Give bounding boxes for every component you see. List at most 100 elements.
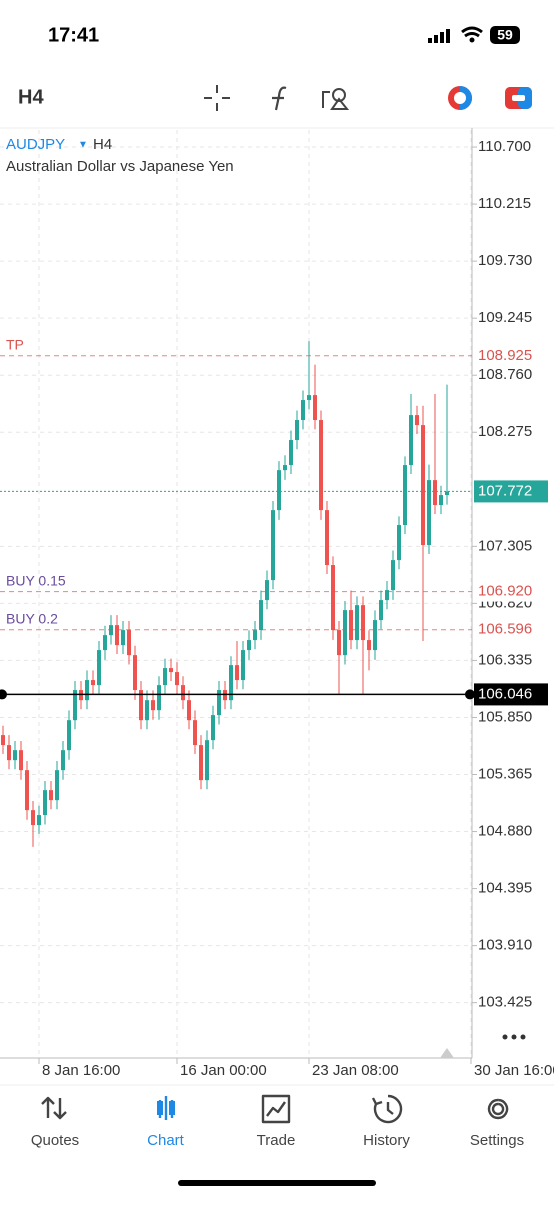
symbol-description: Australian Dollar vs Japanese Yen: [6, 158, 234, 175]
candle-body: [265, 580, 269, 601]
candle-body: [43, 790, 47, 816]
nav-label: Chart: [147, 1132, 185, 1149]
candle-body: [163, 668, 167, 686]
y-tick-label: 108.275: [478, 423, 532, 440]
battery-level: 59: [497, 27, 513, 43]
line-handle[interactable]: [465, 689, 475, 700]
candle-body: [217, 690, 221, 716]
y-tick-label: 110.215: [478, 195, 531, 212]
wifi-dot: [469, 37, 475, 43]
candle-body: [115, 625, 119, 646]
candle-body: [187, 700, 191, 721]
nav-item[interactable]: Chart: [147, 1096, 185, 1149]
symbol[interactable]: AUDJPY: [6, 136, 65, 153]
indicator-tool[interactable]: [272, 86, 287, 111]
y-tick-label: 103.910: [478, 937, 532, 954]
candle-body: [397, 525, 401, 561]
account-icon[interactable]: [448, 86, 472, 110]
status-time: 17:41: [48, 24, 99, 46]
candle-body: [55, 770, 59, 801]
candle-body: [421, 425, 425, 546]
nav-icon: [371, 1094, 403, 1124]
candle-body: [169, 668, 173, 673]
line-handle[interactable]: [0, 689, 7, 700]
candle-body: [229, 665, 233, 701]
current-price-box: [474, 480, 548, 503]
trade-icon[interactable]: [505, 87, 532, 109]
y-tick-label: 107.305: [478, 537, 532, 554]
candle-body: [127, 630, 131, 656]
candle-body: [301, 400, 305, 421]
symbol-dropdown-arrow[interactable]: ▼: [78, 140, 88, 151]
more-icon[interactable]: [502, 1034, 526, 1040]
candle-body: [427, 480, 431, 546]
candle-body: [139, 690, 143, 721]
crosshair-tool[interactable]: [204, 85, 230, 111]
candle-body: [7, 745, 11, 761]
candle-body: [211, 715, 215, 741]
candle-body: [337, 630, 341, 656]
y-tick-label: 104.395: [478, 880, 532, 897]
candle-body: [319, 420, 323, 511]
nav-icon: [487, 1098, 509, 1120]
candle-body: [13, 750, 17, 761]
candle-body: [325, 510, 329, 566]
candle-body: [355, 605, 359, 641]
x-tick-label: 8 Jan 16:00: [42, 1062, 120, 1079]
nav-item[interactable]: History: [363, 1094, 410, 1149]
candle-body: [247, 640, 251, 651]
y-tick-label: 105.365: [478, 765, 532, 782]
candle-body: [241, 650, 245, 681]
candle-body: [31, 810, 35, 826]
nav-item[interactable]: Trade: [257, 1094, 296, 1149]
candle-body: [37, 815, 41, 826]
y-tick-label: 110.700: [478, 138, 531, 155]
y-tick-label: 104.880: [478, 823, 532, 840]
candle-body: [181, 685, 185, 701]
candle-body: [313, 395, 317, 421]
x-tick-label: 30 Jan 16:00: [474, 1062, 554, 1079]
candle-body: [85, 680, 89, 701]
timeframe-button[interactable]: H4: [18, 86, 44, 108]
wifi-icon: [461, 26, 483, 38]
candle-body: [277, 470, 281, 511]
candle-body: [73, 690, 77, 721]
battery-icon: [490, 26, 520, 44]
candle-body: [67, 720, 71, 751]
candle-body: [391, 560, 395, 591]
horizontal-line-label: 106.046: [478, 685, 532, 702]
candle-body: [1, 735, 5, 746]
order-level-label: 108.925: [478, 347, 532, 364]
candle-body: [175, 672, 179, 686]
objects-tool[interactable]: [322, 88, 350, 110]
bottom-nav: Quotes Chart Trade History Settings: [31, 1094, 524, 1149]
nav-item[interactable]: Settings: [470, 1098, 524, 1149]
candle-body: [283, 465, 287, 471]
candle-body: [379, 600, 383, 621]
candle-body: [199, 745, 203, 781]
y-tick-label: 103.425: [478, 994, 532, 1011]
candle-body: [433, 480, 437, 506]
horizontal-line-box: [474, 683, 548, 706]
grid: [0, 130, 477, 1064]
candle-body: [271, 510, 275, 581]
y-tick-label: 109.730: [478, 252, 532, 269]
candle-body: [403, 465, 407, 526]
nav-label: Settings: [470, 1132, 524, 1149]
candle-body: [151, 700, 155, 711]
candle-body: [157, 685, 161, 711]
nav-item[interactable]: Quotes: [31, 1096, 79, 1149]
candle-body: [19, 750, 23, 771]
candle-body: [145, 700, 149, 721]
nav-icon: [41, 1096, 67, 1120]
current-price-label: 107.772: [478, 482, 532, 499]
candle-body: [307, 395, 311, 401]
order-level-box: [474, 345, 552, 366]
nav-label: History: [363, 1132, 410, 1149]
order-level-box: [474, 619, 552, 640]
candle-body: [289, 440, 293, 466]
y-tick-label: 109.245: [478, 309, 532, 326]
nav-icon: [261, 1094, 291, 1124]
